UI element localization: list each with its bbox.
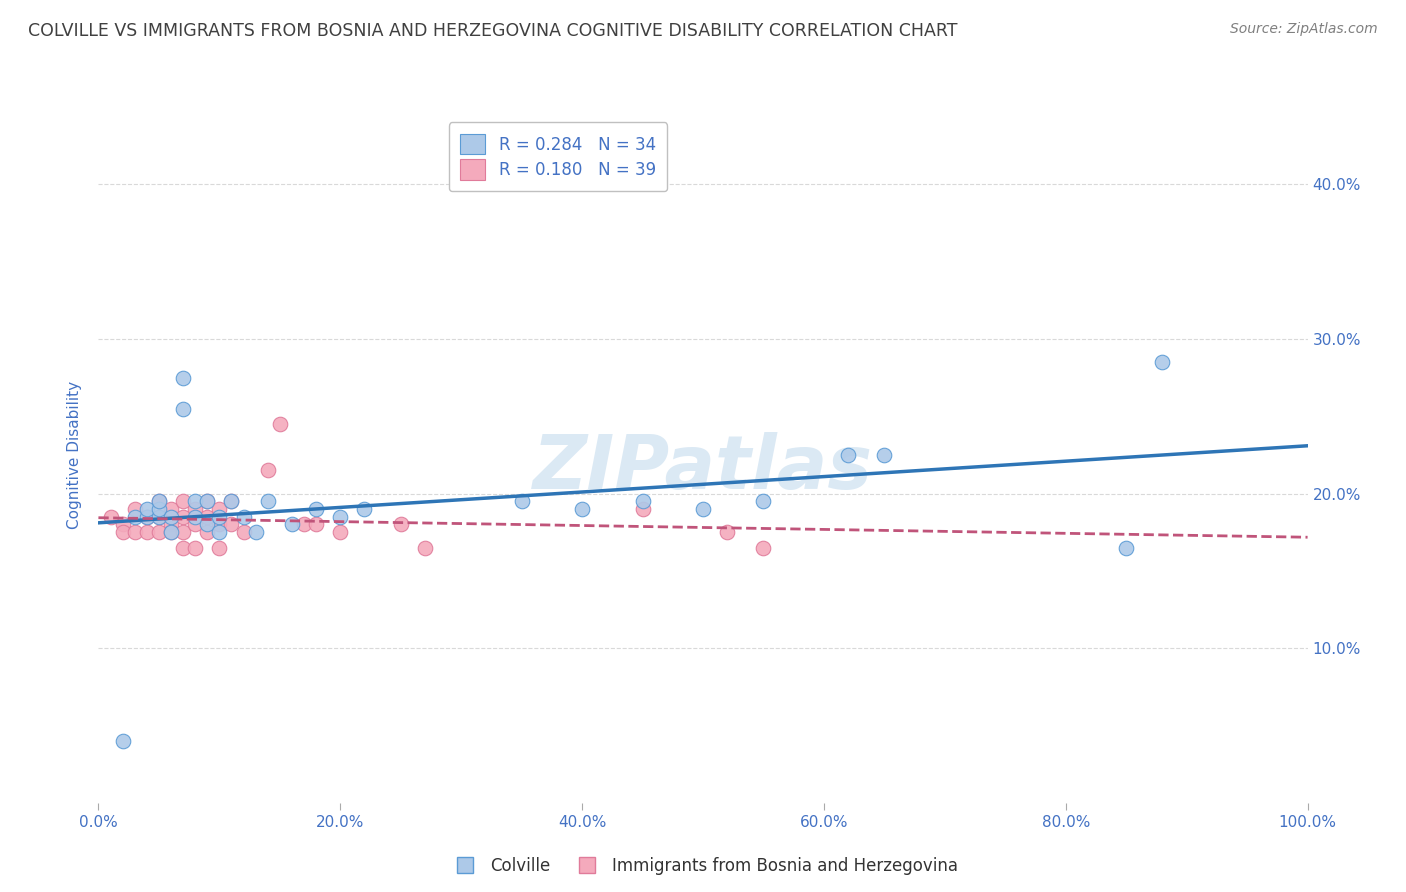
Point — [160, 509, 183, 524]
Point — [195, 525, 218, 540]
Point — [160, 502, 183, 516]
Text: COLVILLE VS IMMIGRANTS FROM BOSNIA AND HERZEGOVINA COGNITIVE DISABILITY CORRELAT: COLVILLE VS IMMIGRANTS FROM BOSNIA AND H… — [28, 22, 957, 40]
Point — [389, 517, 412, 532]
Text: ZIPatlas: ZIPatlas — [533, 433, 873, 506]
Point — [172, 541, 194, 555]
Point — [172, 370, 194, 384]
Point — [256, 463, 278, 477]
Point — [135, 509, 157, 524]
Point — [160, 525, 183, 540]
Point — [172, 401, 194, 416]
Point — [111, 517, 134, 532]
Point — [148, 509, 170, 524]
Legend: Colville, Immigrants from Bosnia and Herzegovina: Colville, Immigrants from Bosnia and Her… — [441, 851, 965, 882]
Point — [873, 448, 896, 462]
Point — [208, 509, 231, 524]
Point — [221, 494, 243, 508]
Point — [148, 494, 170, 508]
Point — [184, 502, 207, 516]
Point — [571, 502, 593, 516]
Point — [232, 509, 254, 524]
Point — [148, 494, 170, 508]
Point — [135, 509, 157, 524]
Point — [305, 517, 328, 532]
Point — [135, 525, 157, 540]
Point — [305, 502, 328, 516]
Point — [184, 494, 207, 508]
Point — [124, 502, 146, 516]
Point — [631, 502, 654, 516]
Point — [184, 509, 207, 524]
Point — [281, 517, 304, 532]
Point — [195, 494, 218, 508]
Point — [413, 541, 436, 555]
Point — [221, 494, 243, 508]
Point — [124, 525, 146, 540]
Point — [329, 525, 352, 540]
Point — [232, 525, 254, 540]
Point — [208, 525, 231, 540]
Point — [208, 541, 231, 555]
Point — [172, 494, 194, 508]
Point — [195, 509, 218, 524]
Point — [752, 541, 775, 555]
Point — [1115, 541, 1137, 555]
Point — [100, 509, 122, 524]
Point — [631, 494, 654, 508]
Point — [184, 517, 207, 532]
Point — [837, 448, 859, 462]
Text: Source: ZipAtlas.com: Source: ZipAtlas.com — [1230, 22, 1378, 37]
Point — [195, 494, 218, 508]
Legend: R = 0.284   N = 34, R = 0.180   N = 39: R = 0.284 N = 34, R = 0.180 N = 39 — [449, 122, 668, 191]
Point — [208, 502, 231, 516]
Point — [124, 509, 146, 524]
Point — [256, 494, 278, 508]
Point — [135, 502, 157, 516]
Point — [195, 517, 218, 532]
Point — [172, 509, 194, 524]
Point — [148, 509, 170, 524]
Point — [184, 541, 207, 555]
Point — [752, 494, 775, 508]
Point — [1152, 355, 1174, 369]
Point — [245, 525, 267, 540]
Y-axis label: Cognitive Disability: Cognitive Disability — [67, 381, 83, 529]
Point — [148, 502, 170, 516]
Point — [111, 525, 134, 540]
Point — [160, 517, 183, 532]
Point — [111, 734, 134, 748]
Point — [148, 525, 170, 540]
Point — [208, 517, 231, 532]
Point — [510, 494, 533, 508]
Point — [221, 517, 243, 532]
Point — [692, 502, 714, 516]
Point — [716, 525, 738, 540]
Point — [353, 502, 375, 516]
Point — [160, 525, 183, 540]
Point — [172, 525, 194, 540]
Point — [329, 509, 352, 524]
Point — [292, 517, 315, 532]
Point — [269, 417, 291, 431]
